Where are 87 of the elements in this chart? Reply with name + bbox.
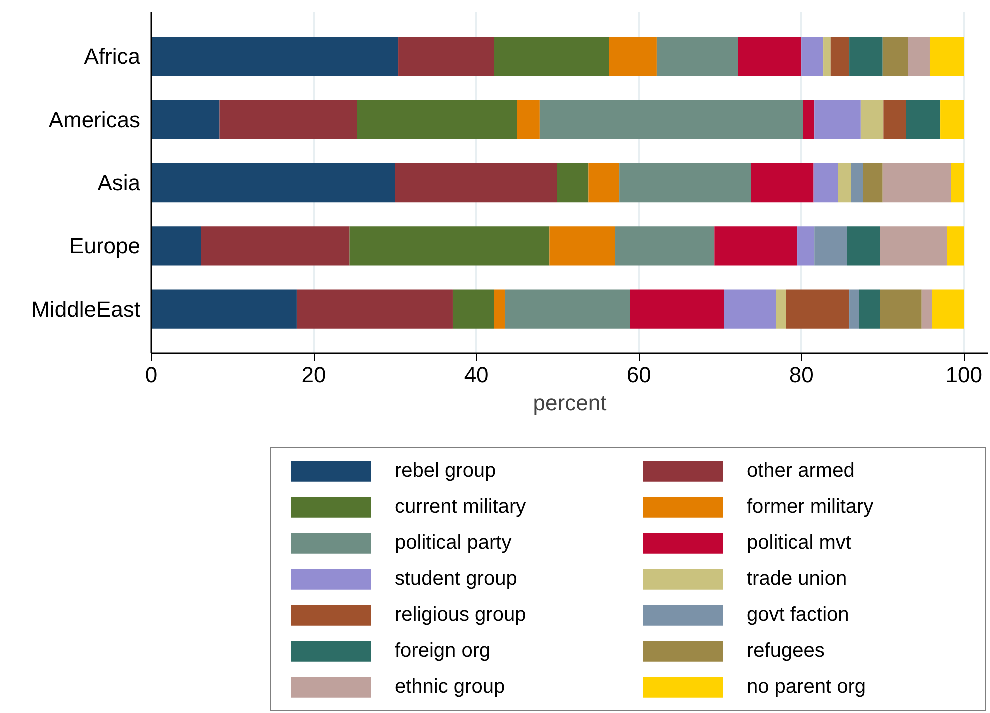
bar: [814, 163, 838, 203]
legend-label: other armed: [747, 458, 856, 484]
legend-label: trade union: [747, 566, 848, 592]
bar: [540, 100, 804, 140]
x-tick-label: 40: [464, 362, 489, 388]
x-tick-label: 0: [145, 362, 158, 388]
bar: [859, 290, 880, 329]
bar: [803, 100, 815, 140]
bar: [824, 37, 831, 76]
bar: [152, 290, 297, 329]
bar: [152, 100, 220, 140]
bar: [786, 290, 850, 329]
bar: [814, 100, 861, 140]
bar: [860, 100, 884, 140]
legend-label: govt faction: [747, 602, 850, 628]
bar: [504, 290, 630, 329]
x-tick-label: 60: [626, 362, 652, 388]
bar: [357, 100, 518, 140]
bar: [152, 37, 399, 76]
bar: [738, 37, 802, 76]
x-tick-label: 20: [302, 362, 326, 388]
bar: [152, 163, 396, 203]
bar: [802, 37, 824, 76]
bar: [814, 226, 848, 266]
bar: [588, 163, 620, 203]
bar: [838, 163, 852, 203]
legend-label: foreign org: [395, 638, 492, 664]
bar: [947, 226, 964, 266]
bar: [798, 226, 815, 266]
y-tick-label: MiddleEast: [32, 296, 141, 322]
bar: [940, 100, 964, 140]
legend-label: former military: [747, 494, 875, 520]
legend-label: no parent org: [747, 674, 867, 700]
bar: [630, 290, 724, 329]
bar: [494, 37, 610, 76]
bar: [609, 37, 657, 76]
bar: [296, 290, 453, 329]
bar: [951, 163, 964, 203]
x-tick-label: 100: [946, 362, 982, 388]
bar: [908, 37, 930, 76]
bar: [557, 163, 589, 203]
bar: [882, 37, 908, 76]
bar: [152, 226, 202, 266]
bar: [850, 290, 860, 329]
bar: [656, 37, 738, 76]
bar: [882, 163, 952, 203]
y-tick-label: Africa: [84, 44, 142, 70]
bar: [616, 226, 715, 266]
bar: [847, 226, 880, 266]
bar: [620, 163, 752, 203]
bar: [517, 100, 540, 140]
bar: [863, 163, 883, 203]
legend-label: refugees: [747, 638, 826, 664]
bar: [830, 37, 850, 76]
bar: [395, 163, 557, 203]
bar: [884, 100, 906, 140]
bar: [880, 226, 948, 266]
bar: [220, 100, 358, 140]
x-axis-title: percent: [533, 390, 607, 416]
bar: [398, 37, 494, 76]
bar: [850, 37, 883, 76]
bar: [751, 163, 814, 203]
bar: [452, 290, 494, 329]
bar: [350, 226, 550, 266]
legend-label: rebel group: [395, 458, 498, 484]
bar: [494, 290, 505, 329]
y-tick-label: Asia: [98, 170, 142, 196]
bar: [851, 163, 864, 203]
bar: [880, 290, 922, 329]
bar: [922, 290, 932, 329]
bar: [550, 226, 616, 266]
legend-label: political party: [395, 530, 513, 556]
bar: [906, 100, 941, 140]
bar: [930, 37, 964, 76]
y-tick-label: Americas: [48, 107, 141, 132]
bar: [776, 290, 786, 329]
bar: [714, 226, 798, 266]
x-tick-label: 80: [789, 362, 814, 388]
bar: [724, 290, 776, 329]
bar: [932, 290, 964, 329]
bar: [201, 226, 350, 266]
y-tick-label: Europe: [70, 234, 141, 259]
legend-label: ethnic group: [395, 674, 506, 700]
legend-label: political mvt: [747, 530, 852, 556]
legend-label: student group: [395, 566, 518, 592]
legend-label: religious group: [395, 602, 528, 628]
legend-label: current military: [395, 494, 528, 520]
